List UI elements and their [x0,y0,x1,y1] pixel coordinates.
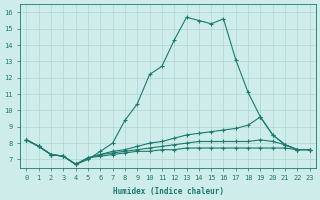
X-axis label: Humidex (Indice chaleur): Humidex (Indice chaleur) [113,187,224,196]
